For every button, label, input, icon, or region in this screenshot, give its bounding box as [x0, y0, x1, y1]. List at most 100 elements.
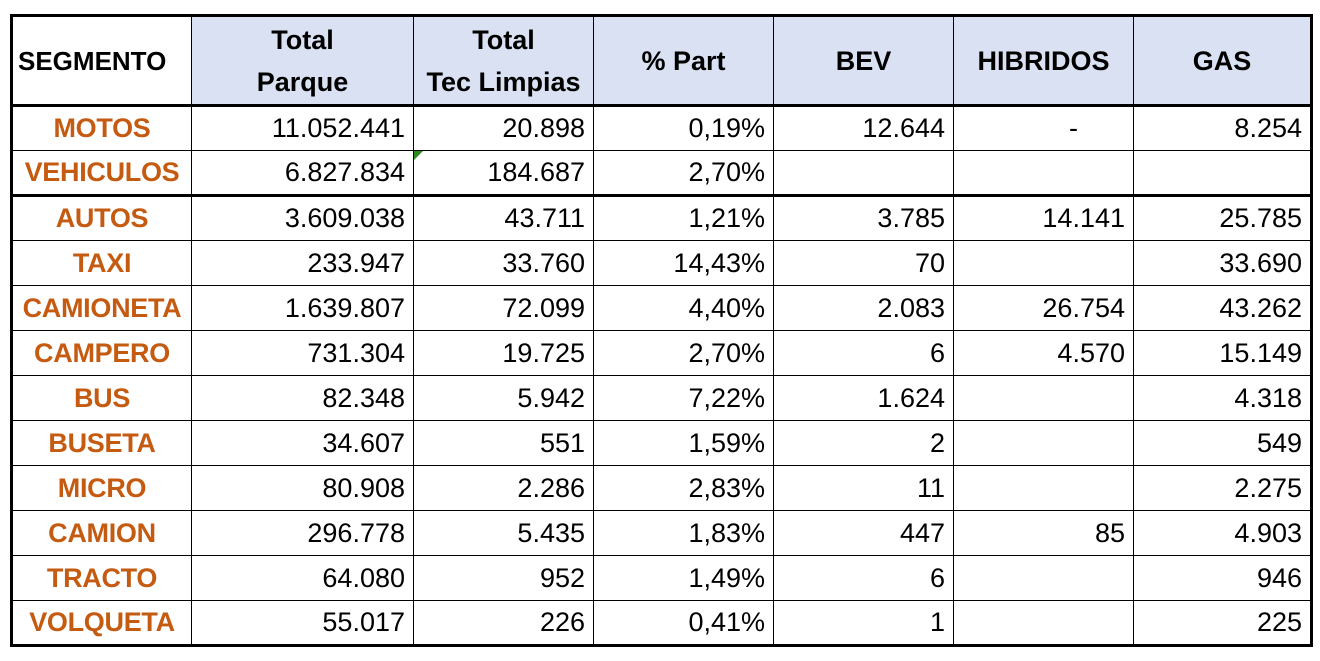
hibridos-cell: 14.141	[953, 194, 1134, 241]
part-cell: 1,83%	[593, 510, 774, 556]
header-total-tec-limpias: Total Tec Limpias	[413, 15, 594, 107]
hibridos-cell: 4.570	[953, 330, 1134, 376]
total-parque-cell: 296.778	[191, 510, 414, 556]
table-row: AUTOS 3.609.038 43.711 1,21% 3.785 14.141 25.7…	[11, 194, 1312, 241]
segment-cell: VEHICULOS	[11, 150, 192, 196]
total-parque-cell: 6.827.834	[191, 150, 414, 196]
total-parque-cell: 731.304	[191, 330, 414, 376]
table-row: TRACTO 64.080 952 1,49% 6 946	[11, 555, 1312, 601]
hibridos-cell	[953, 555, 1134, 601]
total-parque-cell: 55.017	[191, 600, 414, 646]
total-tec-limpias-cell: 5.435	[413, 510, 594, 556]
total-tec-limpias-cell: 952	[413, 555, 594, 601]
bev-cell: 2	[773, 420, 954, 466]
total-parque-cell: 80.908	[191, 465, 414, 511]
table-row: VOLQUETA 55.017 226 0,41% 1 225	[11, 600, 1312, 646]
table-row: MOTOS 11.052.441 20.898 0,19% 12.644-8.254	[11, 105, 1312, 151]
total-tec-limpias-cell: 33.760	[413, 240, 594, 286]
segment-cell: CAMION	[11, 510, 192, 556]
gas-cell: 2.275	[1133, 465, 1312, 511]
part-cell: 1,21%	[593, 194, 774, 241]
bev-cell: 70	[773, 240, 954, 286]
part-cell: 0,19%	[593, 105, 774, 151]
total-tec-limpias-cell: 226	[413, 600, 594, 646]
total-tec-limpias-cell: 5.942	[413, 375, 594, 421]
gas-cell: 549	[1133, 420, 1312, 466]
bev-cell: 6	[773, 555, 954, 601]
segment-cell: CAMIONETA	[11, 285, 192, 331]
table-row: VEHICULOS 6.827.834 184.687 2,70%	[11, 150, 1312, 196]
segment-cell: VOLQUETA	[11, 600, 192, 646]
gas-cell: 33.690	[1133, 240, 1312, 286]
total-tec-limpias-cell: 43.711	[413, 194, 594, 241]
total-parque-cell: 233.947	[191, 240, 414, 286]
part-cell: 1,49%	[593, 555, 774, 601]
hibridos-cell	[953, 150, 1134, 196]
part-cell: 1,59%	[593, 420, 774, 466]
total-tec-limpias-cell: 19.725	[413, 330, 594, 376]
header-segmento: SEGMENTO	[11, 15, 192, 107]
total-parque-cell: 1.639.807	[191, 285, 414, 331]
comment-indicator-icon[interactable]	[414, 151, 423, 160]
segment-cell: MICRO	[11, 465, 192, 511]
total-tec-limpias-cell: 551	[413, 420, 594, 466]
bev-cell: 3.785	[773, 194, 954, 241]
hibridos-cell: -	[953, 105, 1134, 151]
hibridos-cell	[953, 375, 1134, 421]
total-tec-limpias-cell: 2.286	[413, 465, 594, 511]
part-cell: 2,83%	[593, 465, 774, 511]
total-tec-limpias-cell: 20.898	[413, 105, 594, 151]
total-tec-limpias-cell: 184.687	[413, 150, 594, 196]
hibridos-cell	[953, 600, 1134, 646]
gas-cell	[1133, 150, 1312, 196]
hibridos-cell: 85	[953, 510, 1134, 556]
total-tec-limpias-cell: 72.099	[413, 285, 594, 331]
bev-cell: 1.624	[773, 375, 954, 421]
total-parque-cell: 34.607	[191, 420, 414, 466]
hibridos-cell	[953, 420, 1134, 466]
part-cell: 2,70%	[593, 150, 774, 196]
bev-cell: 447	[773, 510, 954, 556]
table-row: CAMPERO 731.304 19.725 2,70% 6 4.570 15.149	[11, 330, 1312, 376]
segment-cell: TRACTO	[11, 555, 192, 601]
header-gas: GAS	[1133, 15, 1312, 107]
bev-cell	[773, 150, 954, 196]
vehicle-segment-table: SEGMENTO Total Parque Total Tec Limpias % …	[10, 14, 1313, 647]
gas-cell: 43.262	[1133, 285, 1312, 331]
part-cell: 14,43%	[593, 240, 774, 286]
hibridos-cell	[953, 465, 1134, 511]
header-bev: BEV	[773, 15, 954, 107]
total-parque-cell: 64.080	[191, 555, 414, 601]
gas-cell: 25.785	[1133, 194, 1312, 241]
gas-cell: 4.318	[1133, 375, 1312, 421]
part-cell: 2,70%	[593, 330, 774, 376]
bev-cell: 6	[773, 330, 954, 376]
total-parque-cell: 11.052.441	[191, 105, 414, 151]
table-row: BUSETA 34.607 551 1,59% 2 549	[11, 420, 1312, 466]
part-cell: 0,41%	[593, 600, 774, 646]
bev-cell: 1	[773, 600, 954, 646]
segment-cell: BUSETA	[11, 420, 192, 466]
header-total-parque: Total Parque	[191, 15, 414, 107]
segment-cell: CAMPERO	[11, 330, 192, 376]
header-row: SEGMENTO Total Parque Total Tec Limpias % …	[11, 15, 1312, 107]
table-row: TAXI 233.947 33.760 14,43% 70 33.690	[11, 240, 1312, 286]
total-parque-cell: 3.609.038	[191, 194, 414, 241]
gas-cell: 15.149	[1133, 330, 1312, 376]
bev-cell: 11	[773, 465, 954, 511]
segment-cell: AUTOS	[11, 194, 192, 241]
segment-cell: TAXI	[11, 240, 192, 286]
bev-cell: 2.083	[773, 285, 954, 331]
header-hibridos: HIBRIDOS	[953, 15, 1134, 107]
gas-cell: 4.903	[1133, 510, 1312, 556]
segment-cell: BUS	[11, 375, 192, 421]
total-parque-cell: 82.348	[191, 375, 414, 421]
gas-cell: 8.254	[1133, 105, 1312, 151]
table-row: CAMIONETA 1.639.807 72.099 4,40% 2.083 26.754…	[11, 285, 1312, 331]
table-container: SEGMENTO Total Parque Total Tec Limpias % …	[10, 14, 1313, 647]
bev-cell: 12.644	[773, 105, 954, 151]
hibridos-cell: 26.754	[953, 285, 1134, 331]
part-cell: 4,40%	[593, 285, 774, 331]
header-part: % Part	[593, 15, 774, 107]
table-row: BUS 82.348 5.942 7,22% 1.624 4.318	[11, 375, 1312, 421]
